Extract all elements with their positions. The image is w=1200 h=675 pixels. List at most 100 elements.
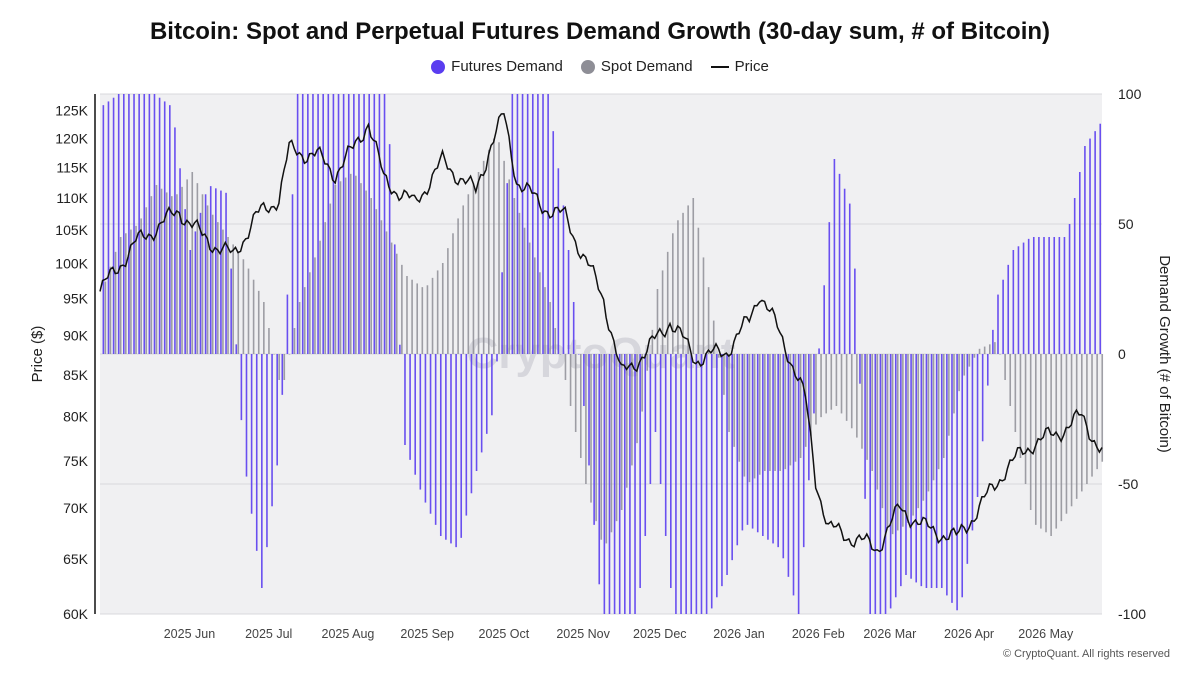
spot-bar [600,354,603,540]
futures-bar [521,94,524,354]
spot-bar [528,242,531,354]
futures-bar [220,190,222,354]
futures-bar [910,354,912,579]
futures-bar [828,222,831,354]
spot-bar [702,257,705,354]
futures-bar [920,354,923,587]
spot-bar [697,227,700,354]
futures-bar [629,354,631,614]
spot-bar [390,242,393,354]
futures-bar [1058,237,1061,354]
spot-bar [472,183,475,354]
right-axis-title: Demand Growth (# of Bitcoin) [1156,255,1173,453]
futures-bar [496,354,498,362]
futures-bar [961,354,964,598]
futures-bar [925,354,928,588]
spot-bar [533,257,536,354]
futures-bar [465,354,468,516]
spot-bar [217,222,219,354]
spot-bar [309,272,311,354]
futures-bar [675,354,677,614]
futures-bar [1038,237,1040,354]
futures-bar [250,354,253,514]
left-tick-label: 65K [63,551,89,567]
spot-bar [850,354,853,429]
spot-bar [237,251,240,354]
futures-bar [797,354,800,614]
futures-bar [956,354,958,611]
x-tick-label: 2025 Jul [245,627,292,641]
futures-bar [460,354,463,538]
spot-bar [626,354,628,488]
futures-bar [531,94,534,354]
spot-bar [661,270,664,354]
futures-bar [363,94,365,354]
futures-bar [215,188,217,354]
futures-bar [470,354,473,494]
x-tick-label: 2025 Dec [633,627,687,641]
spot-bar [682,212,684,354]
futures-bar [378,94,381,354]
spot-bar [135,225,137,354]
legend-spot-label: Spot Demand [600,58,693,75]
spot-bar [866,354,868,460]
spot-bar [1024,354,1027,484]
spot-bar [820,354,822,418]
spot-bar [605,354,608,544]
legend-item-futures[interactable]: Futures Demand [431,58,563,75]
spot-bar [574,354,577,432]
spot-bar [1060,354,1063,522]
futures-bar [644,354,647,536]
spot-bar [293,328,296,354]
futures-bar [940,354,943,588]
futures-bar [935,354,938,588]
futures-bar [986,354,989,386]
spot-bar [263,302,265,354]
spot-bar [498,142,500,354]
spot-bar [733,354,735,447]
spot-bar [1091,354,1093,477]
spot-bar [774,354,776,471]
spot-bar [953,354,955,414]
spot-bar [948,354,950,436]
spot-bar [155,185,158,354]
spot-bar [344,177,347,354]
legend-item-spot[interactable]: Spot Demand [580,58,693,75]
spot-bar [349,173,352,354]
futures-bar [618,354,621,614]
spot-bar [815,354,817,425]
spot-bar [845,354,848,421]
x-tick-label: 2026 Feb [792,627,845,641]
spot-bar [196,183,199,354]
left-tick-label: 80K [63,409,89,425]
spot-bar [753,354,756,479]
spot-bar [718,354,720,358]
x-tick-label: 2026 Apr [944,627,994,641]
spot-bar [595,354,597,522]
spot-bar [988,344,991,354]
futures-bar [577,354,580,355]
futures-bar [1043,237,1045,354]
futures-bar [884,354,887,614]
spot-bar [830,354,833,410]
x-tick-label: 2025 Jun [164,627,215,641]
x-tick-label: 2025 Aug [322,627,375,641]
spot-bar [125,233,127,354]
spot-bar [856,354,858,438]
futures-bar [1032,237,1035,354]
spot-bar [907,354,909,523]
legend-item-price[interactable]: Price [710,58,769,75]
futures-bar [787,354,790,577]
futures-bar [843,188,846,354]
futures-bar [833,159,836,354]
left-tick-label: 95K [63,291,89,307]
futures-bar [526,94,529,354]
spot-bar [825,354,827,414]
left-tick-label: 125K [55,102,88,118]
spot-bar [840,354,843,414]
futures-bar [271,354,273,507]
spot-bar [145,207,148,354]
futures-bar [209,186,212,354]
futures-bar [286,294,289,354]
futures-bar [562,205,565,354]
